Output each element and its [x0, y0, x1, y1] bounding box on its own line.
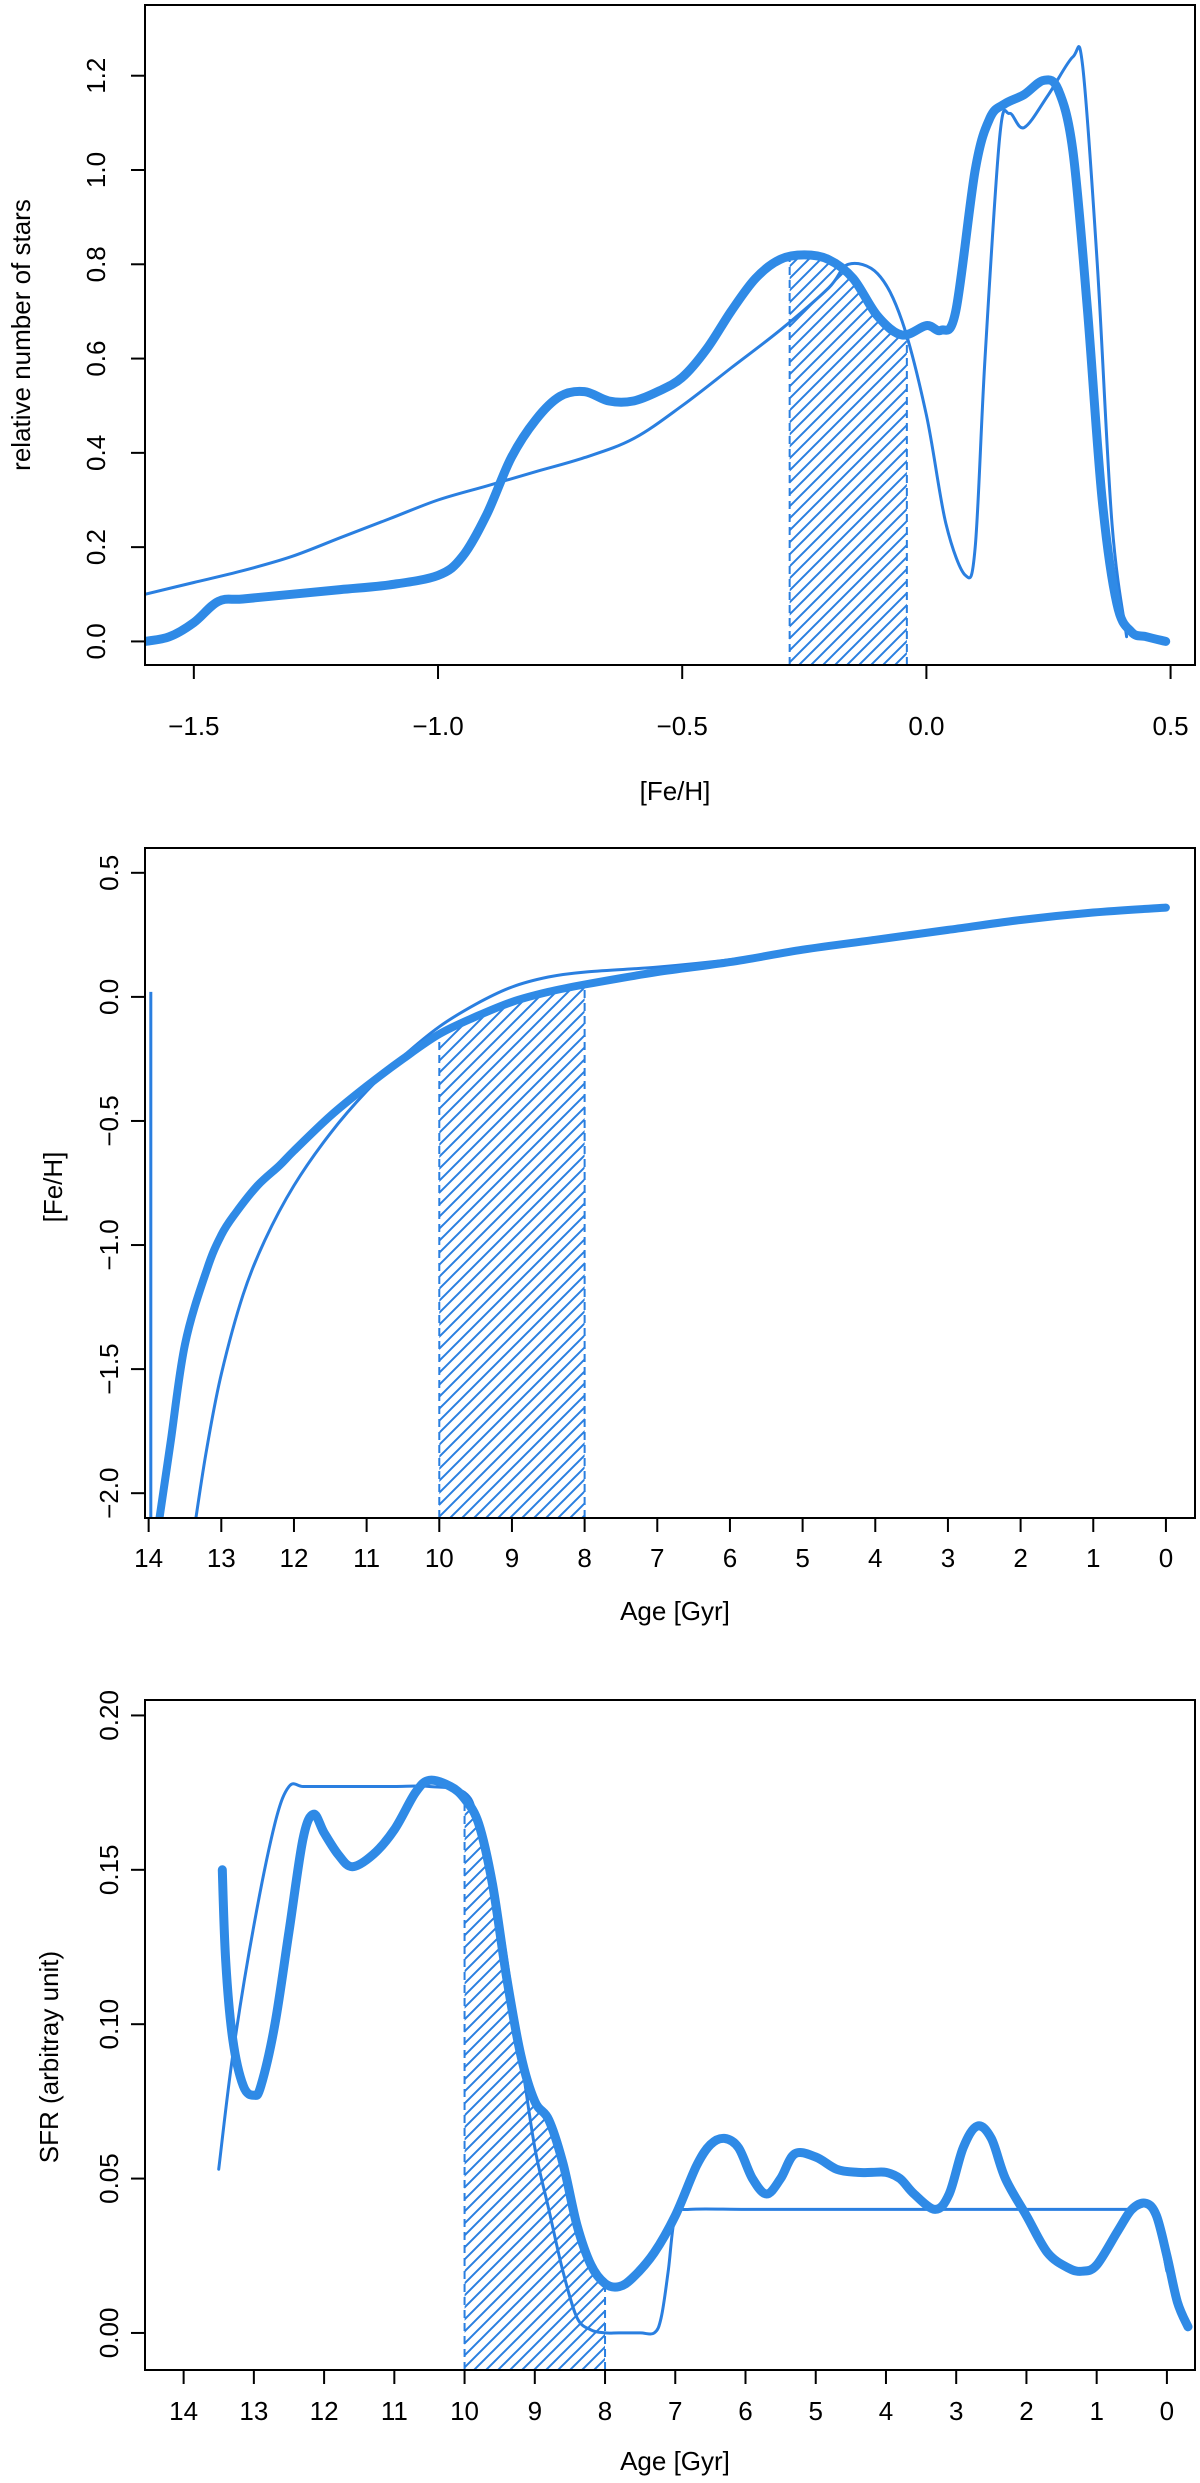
amr-x-tick-label: 11: [353, 1543, 380, 1573]
amr-x-tick-label: 4: [868, 1543, 882, 1573]
amr-shaded-region: [439, 984, 585, 1518]
amr-x-tick-label: 12: [280, 1543, 309, 1573]
amr-x-tick-label: 6: [723, 1543, 737, 1573]
sfr-x-tick-label: 10: [450, 2396, 479, 2426]
amr-x-tick-label: 7: [650, 1543, 664, 1573]
amr-y-tick-label: −1.5: [94, 1343, 124, 1394]
mdf-x-axis-label: [Fe/H]: [640, 776, 711, 806]
amr-x-tick-label: 10: [425, 1543, 454, 1573]
sfr-x-tick-label: 6: [738, 2396, 752, 2426]
sfr-x-tick-label: 14: [169, 2396, 198, 2426]
mdf-y-tick-label: 0.4: [81, 435, 111, 471]
amr-y-axis-label: [Fe/H]: [38, 1152, 68, 1223]
amr-y-tick-label: −1.0: [94, 1219, 124, 1270]
sfr-x-axis-label: Age [Gyr]: [620, 2446, 730, 2476]
amr-y-tick-label: −0.5: [94, 1095, 124, 1146]
amr-y-tick-label: 0.5: [94, 855, 124, 891]
mdf-x-tick-label: 0.5: [1153, 711, 1189, 741]
mdf-plot-area: −1.5 −1.0 −0.5 0.0 0.5 0.0 0.2 0.4 0.6 0.8 1.0 1.2: [81, 4, 1196, 741]
amr-x-tick-label: 1: [1086, 1543, 1100, 1573]
sfr-y-tick-label: 0.00: [94, 2308, 124, 2359]
sfr-y-tick-label: 0.20: [94, 1690, 124, 1741]
sfr-series-thick: [217, 1775, 1193, 2332]
mdf-y-tick-label: 0.6: [81, 341, 111, 377]
amr-series-thick: [155, 903, 1170, 1518]
sfr-y-tick-label: 0.15: [94, 1844, 124, 1895]
sfr-x-tick-label: 9: [528, 2396, 542, 2426]
amr-x-tick-label: 9: [505, 1543, 519, 1573]
sfr-x-tick-label: 3: [949, 2396, 963, 2426]
amr-y-tick-label: 0.0: [94, 979, 124, 1015]
amr-frame: [144, 847, 1196, 1519]
mdf-y-tick-label: 0.0: [81, 623, 111, 659]
sfr-frame: [144, 1699, 1196, 2371]
sfr-y-tick-label: 0.05: [94, 2153, 124, 2204]
mdf-series-thin: [145, 45, 1129, 639]
panel-amr: 14 13 12 11 10 9 8 7 6 5 4 3 2 1 0−2.0−1.5−1.0−0.50.00…: [38, 847, 1196, 1626]
amr-x-tick-label: 8: [577, 1543, 591, 1573]
sfr-x-tick-label: 1: [1089, 2396, 1103, 2426]
sfr-y-axis-label: SFR (arbitray unit): [34, 1951, 64, 2163]
amr-x-tick-label: 0: [1159, 1543, 1173, 1573]
panel-sfr: 14 13 12 11 10 9 8 7 6 5 4 3 2 1 00.000.050.100.150.20…: [34, 1690, 1196, 2476]
sfr-series-thin: [217, 1782, 1169, 2336]
sfr-x-tick-label: 2: [1019, 2396, 1033, 2426]
sfr-shaded-region: [464, 1798, 605, 2370]
sfr-plot-area: 14 13 12 11 10 9 8 7 6 5 4 3 2 1 00.000.050.100.150.20: [94, 1690, 1196, 2426]
amr-x-tick-label: 14: [134, 1543, 163, 1573]
mdf-shaded-region: [789, 254, 907, 665]
sfr-x-tick-label: 13: [239, 2396, 268, 2426]
sfr-x-tick-label: 11: [381, 2396, 408, 2426]
mdf-y-tick-label: 0.8: [81, 246, 111, 282]
amr-series-thin: [194, 906, 1168, 1518]
sfr-x-tick-label: 7: [668, 2396, 682, 2426]
mdf-frame: [144, 4, 1196, 666]
sfr-x-tick-label: 12: [310, 2396, 339, 2426]
mdf-series-thick: [145, 75, 1171, 646]
amr-plot-area: 14 13 12 11 10 9 8 7 6 5 4 3 2 1 0−2.0−1.5−1.0−0.50.00…: [94, 847, 1196, 1573]
amr-x-tick-label: 13: [207, 1543, 236, 1573]
amr-x-tick-label: 3: [941, 1543, 955, 1573]
mdf-x-tick-label: −1.0: [412, 711, 463, 741]
sfr-x-tick-label: 0: [1160, 2396, 1174, 2426]
amr-y-tick-label: −2.0: [94, 1468, 124, 1519]
sfr-x-tick-label: 5: [809, 2396, 823, 2426]
mdf-y-axis-label: relative number of stars: [6, 199, 36, 471]
amr-x-axis-label: Age [Gyr]: [620, 1596, 730, 1626]
mdf-y-tick-label: 0.2: [81, 529, 111, 565]
mdf-y-tick-label: 1.0: [81, 152, 111, 188]
sfr-y-tick-label: 0.10: [94, 1999, 124, 2050]
amr-x-tick-label: 2: [1013, 1543, 1027, 1573]
sfr-x-tick-label: 4: [879, 2396, 893, 2426]
sfr-x-tick-label: 8: [598, 2396, 612, 2426]
amr-x-tick-label: 5: [795, 1543, 809, 1573]
mdf-y-tick-label: 1.2: [81, 58, 111, 94]
mdf-x-tick-label: −1.5: [168, 711, 219, 741]
panel-mdf: −1.5 −1.0 −0.5 0.0 0.50.00.20.40.60.81.01.2 …: [6, 4, 1196, 806]
mdf-x-tick-label: 0.0: [908, 711, 944, 741]
mdf-x-tick-label: −0.5: [657, 711, 708, 741]
